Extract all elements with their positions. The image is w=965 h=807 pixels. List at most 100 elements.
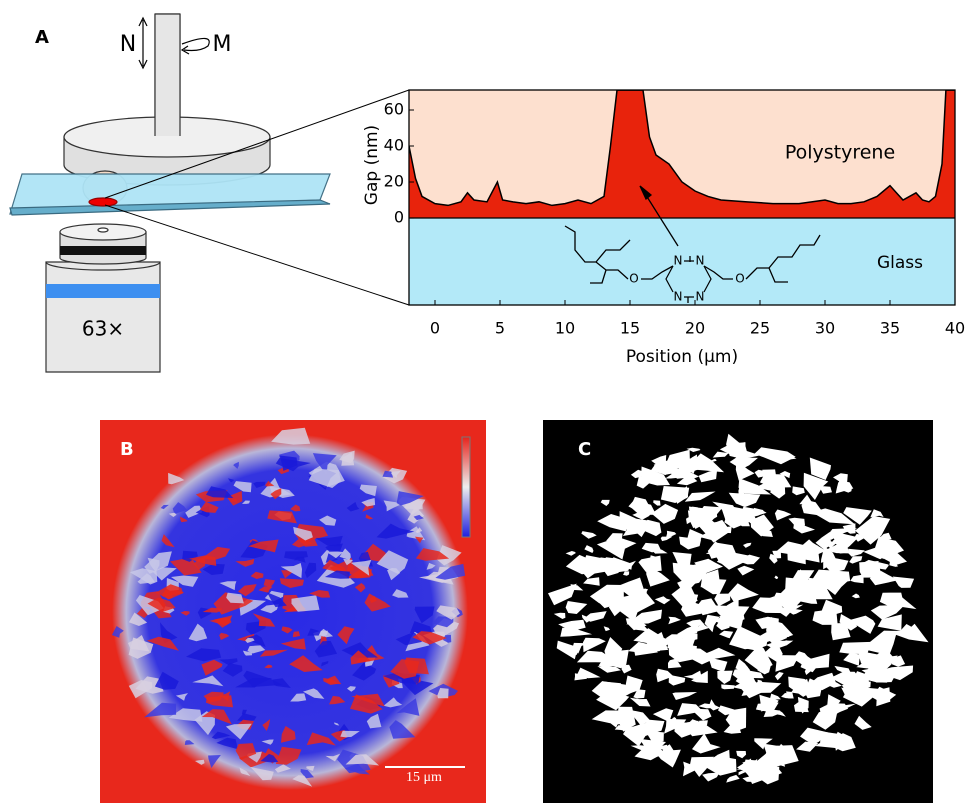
x-tick-label: 25 <box>750 319 770 338</box>
texture <box>763 708 781 717</box>
y-tick-label: 40 <box>384 136 404 155</box>
texture <box>352 662 377 681</box>
texture <box>606 533 623 551</box>
texture <box>765 640 794 650</box>
texture <box>275 746 302 765</box>
texture <box>436 605 460 620</box>
texture <box>633 628 664 645</box>
texture <box>772 550 782 559</box>
texture <box>359 484 377 497</box>
y-axis-label: Gap (nm) <box>362 125 382 205</box>
texture <box>281 626 293 634</box>
texture <box>180 516 188 523</box>
gap-area <box>409 90 955 219</box>
texture <box>271 427 311 445</box>
texture <box>644 730 664 744</box>
texture <box>199 501 219 513</box>
texture <box>826 703 849 718</box>
texture <box>668 641 697 663</box>
texture <box>607 643 615 648</box>
texture <box>194 711 215 736</box>
texture <box>426 562 436 570</box>
texture <box>665 634 686 645</box>
texture <box>325 753 341 762</box>
texture <box>774 592 783 601</box>
force-label: N <box>120 32 136 57</box>
texture <box>721 684 735 690</box>
texture <box>415 527 423 533</box>
texture <box>350 559 372 576</box>
texture <box>216 737 238 750</box>
texture <box>701 757 715 765</box>
texture <box>337 626 355 645</box>
texture <box>111 626 124 638</box>
texture <box>646 564 670 587</box>
texture <box>839 641 872 654</box>
texture <box>262 719 271 731</box>
scale-bar-label: 15 μm <box>406 770 442 785</box>
texture <box>147 557 160 573</box>
texture <box>889 560 898 567</box>
texture <box>168 708 203 722</box>
x-tick-label: 10 <box>555 319 575 338</box>
x-tick-label: 5 <box>495 319 505 338</box>
texture <box>206 486 234 498</box>
texture <box>792 592 818 604</box>
texture <box>581 531 597 539</box>
texture <box>863 559 882 572</box>
texture <box>309 590 331 598</box>
texture <box>345 754 380 766</box>
texture <box>876 562 889 570</box>
texture <box>558 619 586 632</box>
texture <box>306 765 315 771</box>
texture <box>811 508 855 525</box>
texture <box>794 700 809 713</box>
texture <box>848 615 876 634</box>
texture <box>202 563 225 575</box>
texture <box>321 661 329 667</box>
texture <box>292 631 300 638</box>
texture <box>874 665 914 681</box>
texture <box>300 769 314 779</box>
texture <box>625 675 643 695</box>
texture <box>870 604 905 620</box>
texture <box>649 555 659 562</box>
texture <box>629 697 651 707</box>
texture <box>681 592 699 609</box>
texture <box>600 499 610 506</box>
texture <box>848 548 865 557</box>
texture <box>267 592 287 608</box>
texture <box>553 612 566 619</box>
texture <box>292 539 313 548</box>
annotation: Polystyrene <box>785 142 895 164</box>
texture <box>211 731 231 740</box>
texture <box>414 606 435 624</box>
texture <box>583 577 600 586</box>
texture <box>250 766 274 781</box>
texture <box>738 478 771 495</box>
texture <box>279 578 304 588</box>
texture <box>239 767 251 776</box>
texture <box>786 691 794 699</box>
texture <box>856 659 878 670</box>
texture <box>235 558 255 567</box>
annotation: Glass <box>877 253 923 273</box>
texture <box>275 458 311 472</box>
texture <box>621 664 632 674</box>
texture <box>769 693 781 700</box>
texture <box>886 623 929 643</box>
texture <box>570 584 584 591</box>
x-tick-label: 0 <box>430 319 440 338</box>
texture <box>827 682 842 688</box>
x-axis-label: Position (μm) <box>626 347 738 367</box>
texture <box>246 634 266 647</box>
texture <box>577 559 602 579</box>
texture <box>749 670 764 679</box>
y-tick-label: 20 <box>384 172 404 191</box>
texture <box>365 514 374 520</box>
texture <box>724 606 745 624</box>
texture <box>242 650 253 656</box>
atom-label: N <box>674 290 683 304</box>
objective-label: 63× <box>82 317 124 341</box>
texture <box>548 583 577 606</box>
